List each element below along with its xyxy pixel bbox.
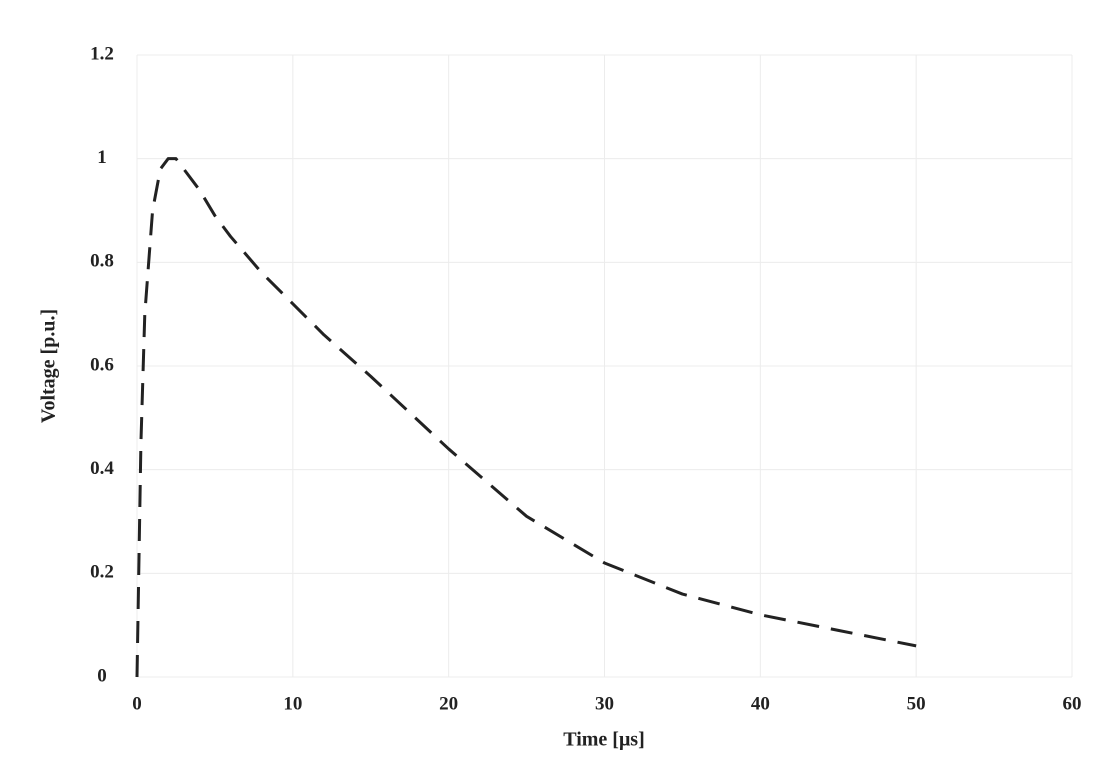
y-tick-label: 0.4	[90, 458, 114, 479]
y-tick-label: 0.8	[90, 251, 114, 272]
x-tick-label: 10	[283, 693, 302, 714]
x-axis-title: Time [μs]	[563, 729, 645, 751]
y-tick-label: 0	[97, 665, 107, 686]
y-tick-label: 1	[97, 147, 107, 168]
y-axis-title: Voltage [p.u.]	[38, 309, 60, 423]
x-tick-label: 50	[907, 693, 926, 714]
x-tick-label: 0	[132, 693, 142, 714]
y-tick-label: 0.6	[90, 354, 114, 375]
x-tick-label: 40	[751, 693, 770, 714]
y-tick-label: 1.2	[90, 43, 114, 64]
y-tick-label: 0.2	[90, 562, 114, 583]
x-tick-label: 30	[595, 693, 614, 714]
x-tick-label: 20	[439, 693, 458, 714]
x-tick-label: 60	[1063, 693, 1082, 714]
data-line	[135, 157, 917, 678]
